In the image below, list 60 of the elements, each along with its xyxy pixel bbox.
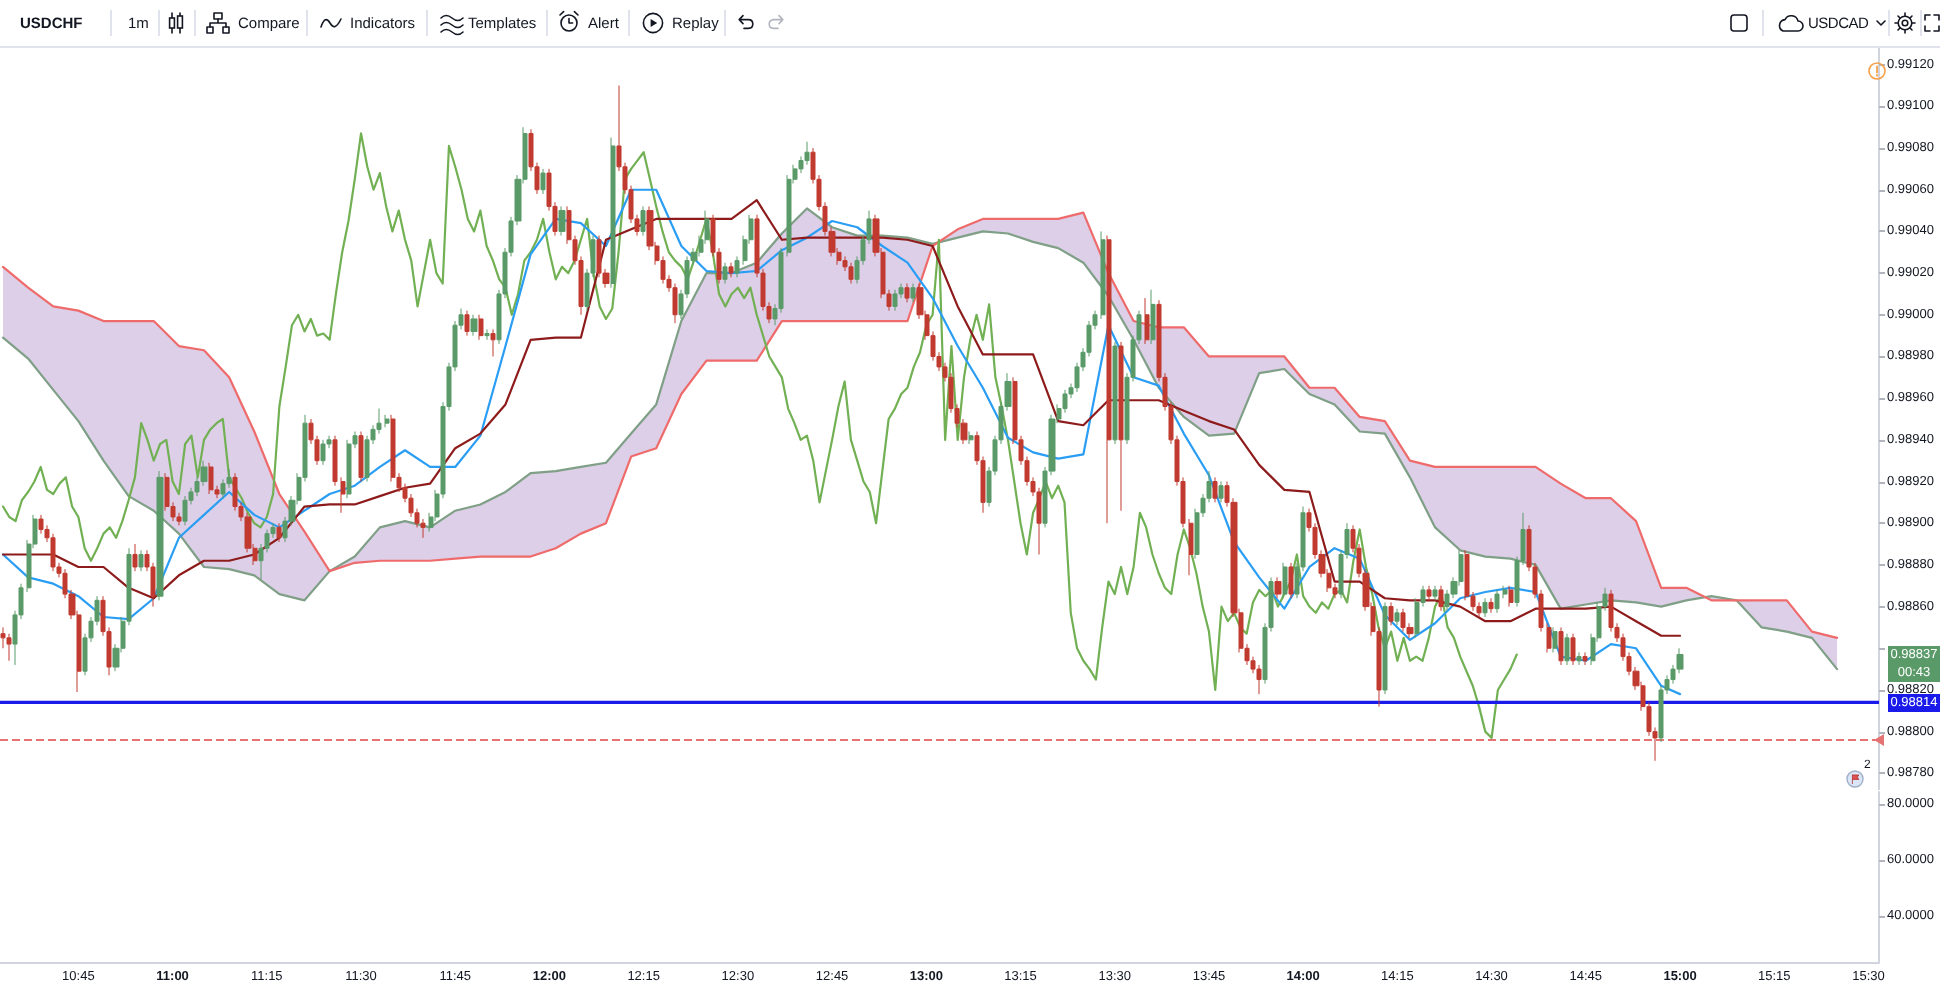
candlestick [132,543,138,572]
candlestick [1282,562,1288,599]
candlestick [1426,585,1432,601]
candlestick [1382,601,1388,695]
candlestick [182,495,188,526]
candlestick [1106,235,1112,524]
candlestick [848,262,854,285]
candlestick [1508,585,1514,608]
candlestick [490,328,496,357]
candlestick [1576,651,1582,666]
candlestick [478,314,484,341]
candlestick [1256,664,1262,695]
candlestick [804,141,810,166]
candlestick [464,310,470,337]
candlestick [558,205,566,237]
candlestick [1482,597,1488,618]
candlestick [904,283,910,303]
candlestick [672,283,678,324]
candlestick [1438,585,1444,612]
candlestick [470,314,478,337]
candlestick [1150,289,1156,345]
candlestick [6,633,12,662]
candlestick [1112,341,1118,445]
candlestick [358,431,364,483]
candlestick [1218,481,1224,503]
candlestick [50,533,56,572]
candlestick [1432,585,1438,601]
candlestick [610,137,616,289]
candlestick [138,549,144,572]
candlestick [1118,341,1124,512]
candlestick [968,431,974,445]
candlestick [1494,589,1500,614]
candlestick [1394,608,1400,626]
candlestick [910,283,916,303]
line-series [1,132,1518,739]
candlestick [1400,608,1406,633]
candlestick [38,514,44,535]
candlestick [384,414,390,428]
candlestick [1570,633,1576,666]
candlestick [540,168,546,195]
candlestick [346,439,352,499]
candlestick [1212,476,1218,503]
candlestick [208,462,214,495]
candlestick [156,470,164,601]
candlestick [728,262,734,278]
candlestick [640,205,646,237]
candlestick [276,522,282,543]
candlestick [892,289,898,312]
candlestick [1288,562,1294,599]
candlestick [1564,633,1570,666]
candlestick [484,328,490,341]
candlestick [1488,597,1494,614]
candlestick [1144,297,1150,345]
candlestick [1552,626,1558,653]
candlestick [1388,601,1394,626]
candlestick [320,439,326,466]
candlestick [1558,626,1564,666]
candlestick [1274,576,1282,599]
candlestick [722,262,728,285]
candlestick [1582,651,1588,666]
